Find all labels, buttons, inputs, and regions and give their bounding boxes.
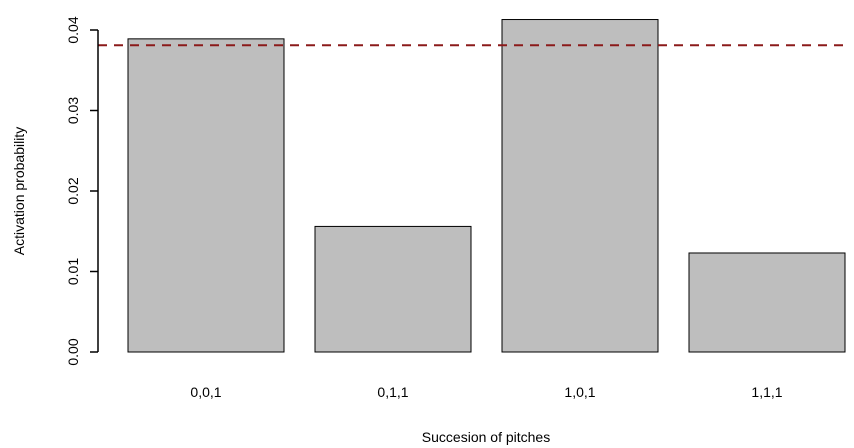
x-tick-labels: 0,0,1 0,1,1 1,0,1 1,1,1 — [190, 384, 782, 400]
y-tick-label: 0.03 — [65, 97, 81, 124]
bar — [501, 19, 659, 353]
bar — [127, 38, 285, 353]
x-tick-label: 0,0,1 — [190, 384, 221, 400]
bars-group — [127, 19, 846, 353]
y-axis-title: Activation probability — [11, 127, 27, 255]
y-tick-label: 0.01 — [65, 258, 81, 285]
y-tick-label: 0.00 — [65, 338, 81, 365]
x-tick-label: 1,0,1 — [564, 384, 595, 400]
y-tick-label: 0.02 — [65, 177, 81, 204]
x-tick-label: 0,1,1 — [377, 384, 408, 400]
x-tick-label: 1,1,1 — [751, 384, 782, 400]
y-tick-label: 0.04 — [65, 16, 81, 43]
bar — [688, 252, 846, 353]
y-axis: 0.00 0.01 0.02 0.03 0.04 — [65, 16, 99, 366]
bar — [314, 225, 472, 353]
x-axis-title: Succesion of pitches — [422, 429, 550, 445]
